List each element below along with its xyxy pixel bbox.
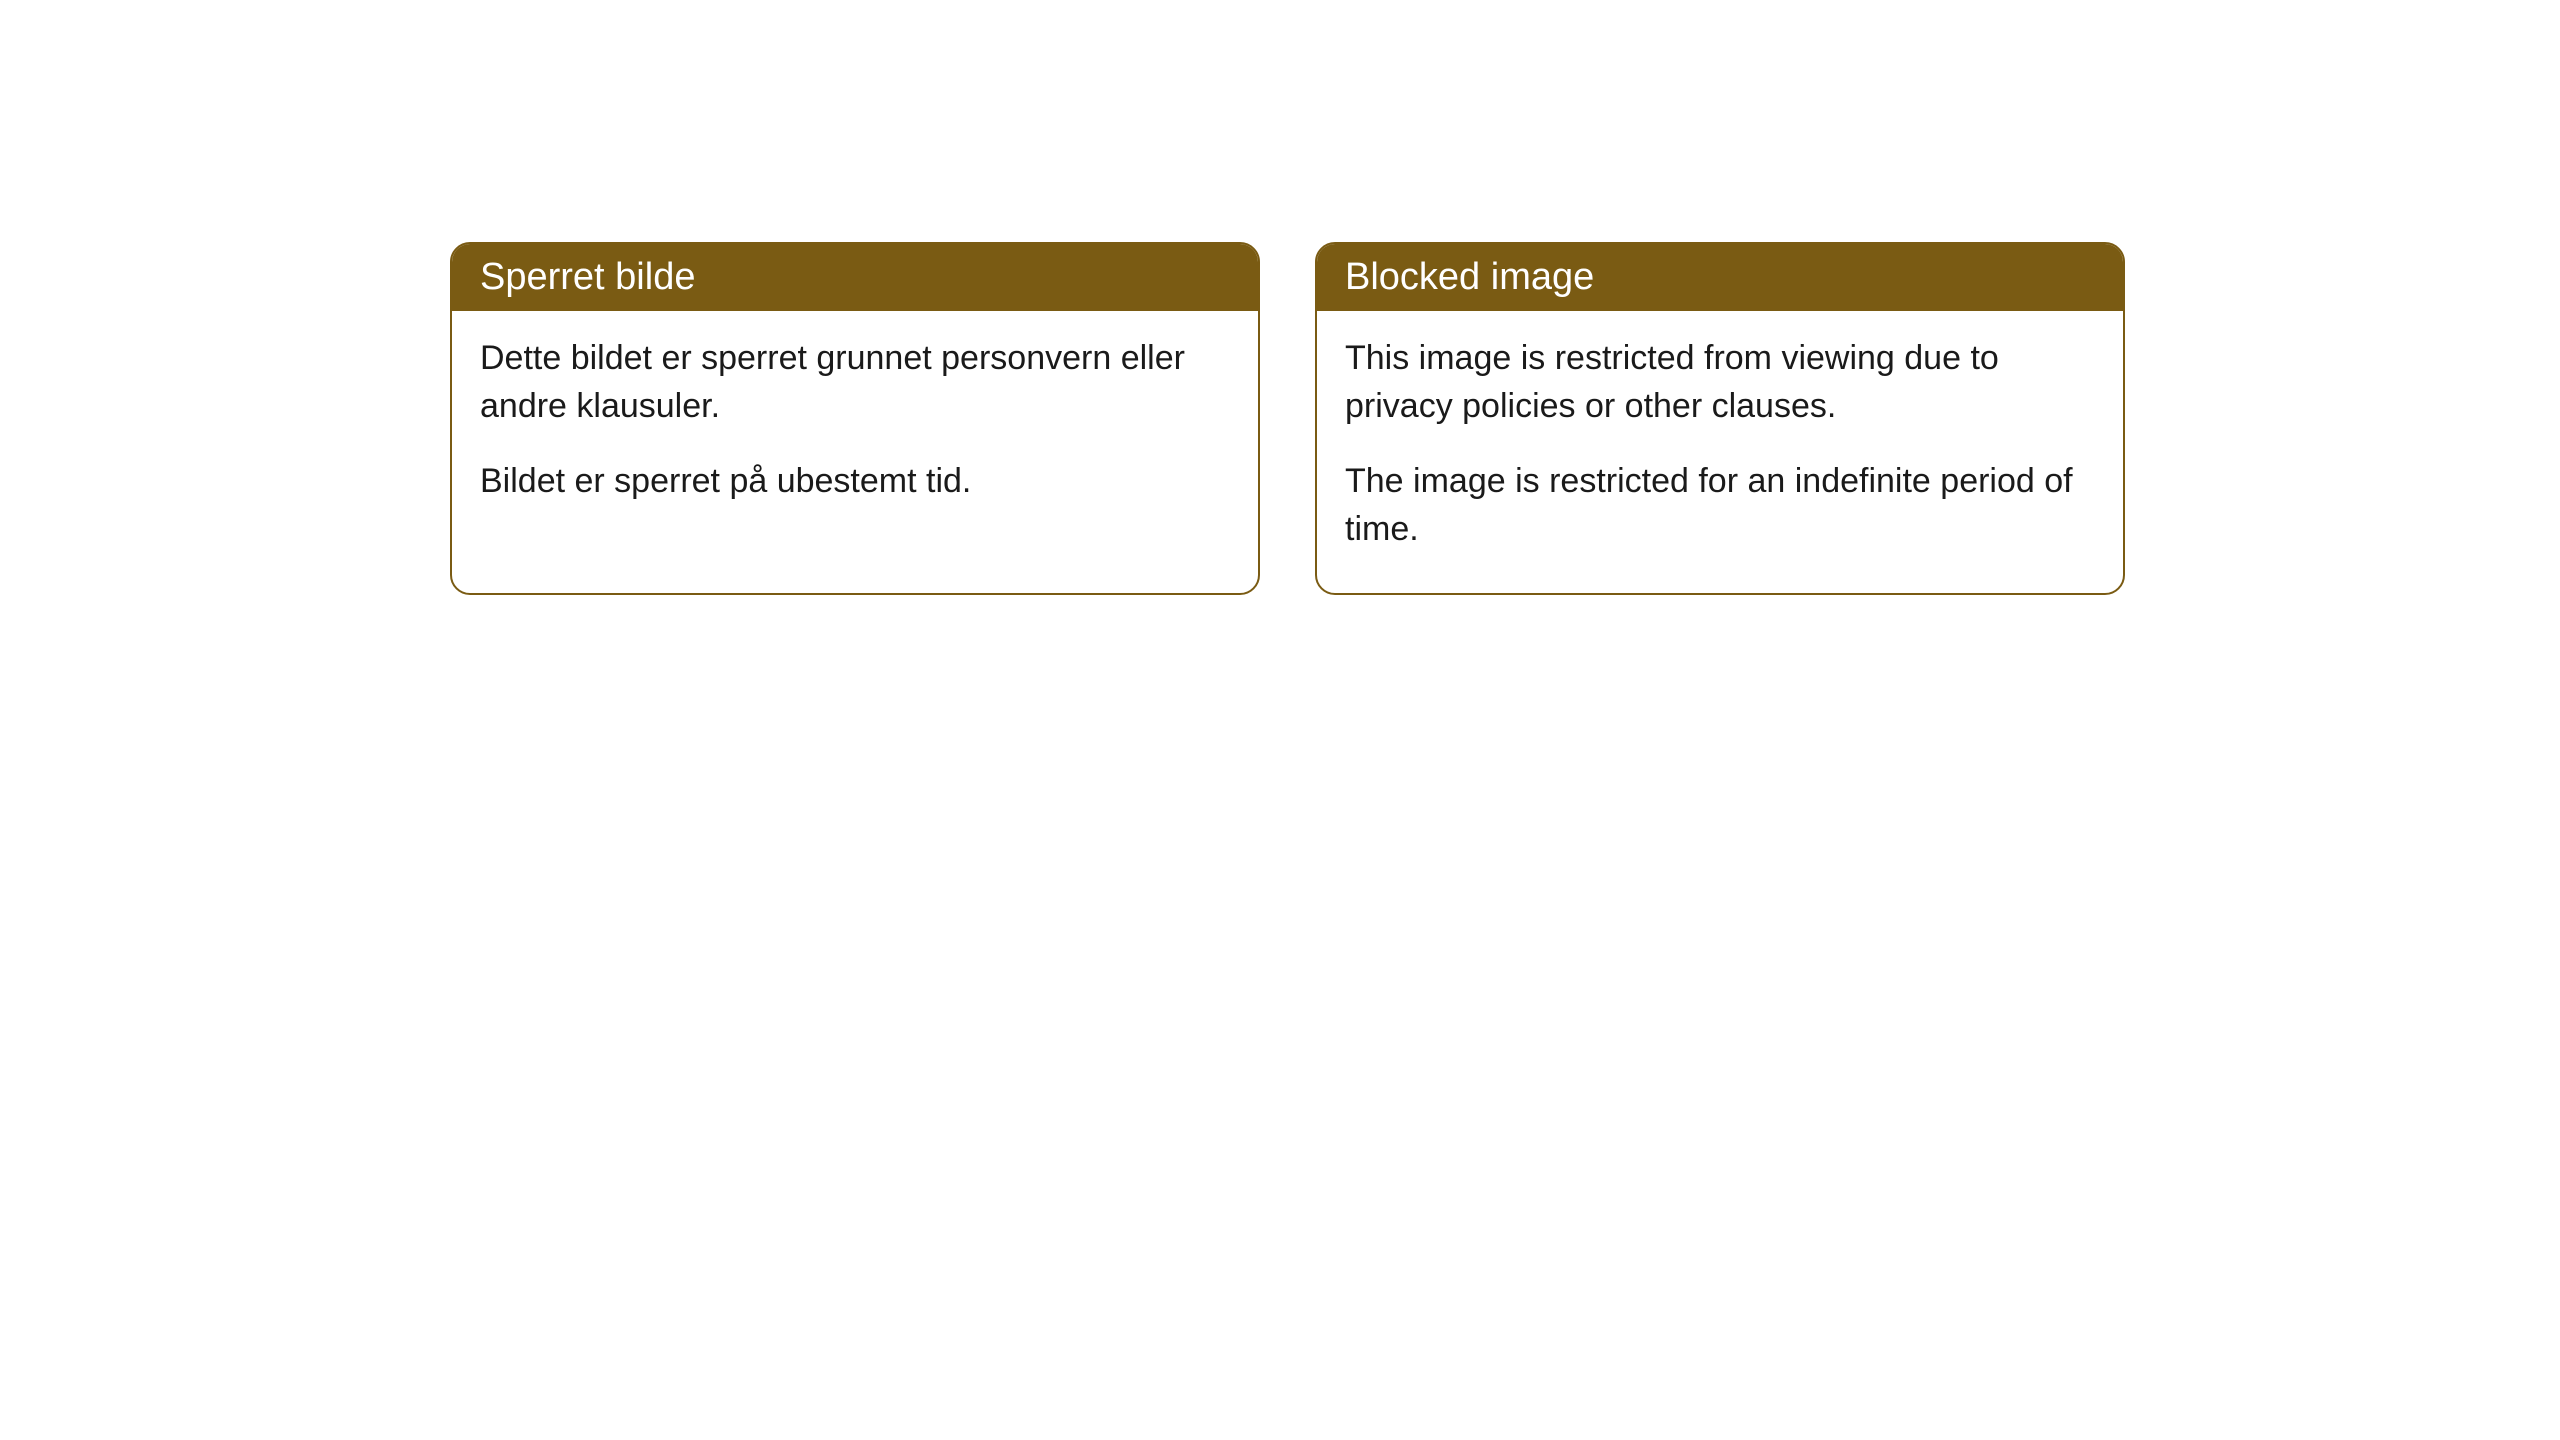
card-header: Sperret bilde	[452, 244, 1258, 311]
card-paragraph: Bildet er sperret på ubestemt tid.	[480, 458, 1230, 506]
card-title: Blocked image	[1345, 256, 1594, 298]
card-paragraph: The image is restricted for an indefinit…	[1345, 458, 2095, 553]
card-title: Sperret bilde	[480, 256, 695, 298]
card-header: Blocked image	[1317, 244, 2123, 311]
card-body: Dette bildet er sperret grunnet personve…	[452, 311, 1258, 546]
notice-card-english: Blocked image This image is restricted f…	[1315, 242, 2125, 595]
card-paragraph: This image is restricted from viewing du…	[1345, 335, 2095, 430]
card-body: This image is restricted from viewing du…	[1317, 311, 2123, 593]
card-paragraph: Dette bildet er sperret grunnet personve…	[480, 335, 1230, 430]
notice-card-norwegian: Sperret bilde Dette bildet er sperret gr…	[450, 242, 1260, 595]
notice-cards-container: Sperret bilde Dette bildet er sperret gr…	[450, 242, 2125, 595]
